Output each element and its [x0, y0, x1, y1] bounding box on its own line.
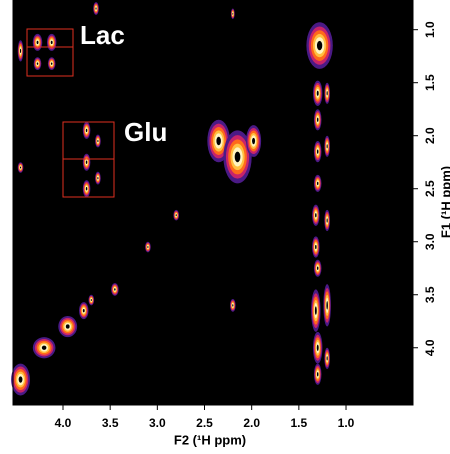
peak-contour: [316, 117, 319, 122]
y-tick-label: 4.0: [423, 339, 437, 356]
peak-contour: [314, 306, 317, 315]
peak-contour: [65, 324, 70, 329]
peak-contour: [85, 160, 88, 164]
x-tick-label: 3.0: [149, 416, 166, 430]
peak-contour: [216, 136, 221, 146]
peak-contour: [316, 149, 319, 154]
peak-contour: [315, 244, 317, 250]
y-tick-label: 3.0: [423, 233, 437, 250]
peak-contour: [316, 181, 319, 186]
x-tick-label: 1.5: [291, 416, 308, 430]
lac-box: [26, 28, 74, 77]
peak-contour: [234, 151, 241, 163]
peak-contour: [97, 139, 99, 143]
peak-contour: [90, 298, 92, 302]
x-tick-label: 2.0: [243, 416, 260, 430]
peak-contour: [19, 166, 22, 169]
y-tick-label: 1.5: [423, 74, 437, 91]
peak-contour: [316, 40, 323, 51]
x-tick-label: 2.5: [196, 416, 213, 430]
peak-contour: [232, 304, 234, 307]
y-tick-label: 3.5: [423, 286, 437, 303]
peak-contour: [316, 90, 319, 96]
peak-contour: [316, 372, 319, 377]
peak-contour: [50, 62, 53, 65]
peak-contour: [326, 356, 328, 361]
peak-contour: [326, 144, 328, 149]
peak-contour: [85, 187, 88, 191]
peak-contour: [175, 214, 177, 217]
peak-contour: [36, 62, 39, 65]
peak-contour: [19, 48, 22, 54]
peak-contour: [97, 176, 99, 180]
peak-contour: [232, 12, 234, 15]
y-tick-label: 1.0: [423, 21, 437, 38]
plot-area: [13, 0, 413, 405]
peak-contour: [252, 137, 256, 145]
peak-contour: [50, 40, 53, 45]
peak-contour: [82, 308, 85, 313]
peak-contour: [316, 344, 319, 351]
y-tick-label: 2.0: [423, 127, 437, 144]
peak-contour: [326, 218, 328, 223]
peak-contour: [95, 7, 97, 10]
y-tick-label: 2.5: [423, 180, 437, 197]
peak-contour: [85, 128, 88, 133]
peak-contour: [41, 345, 47, 350]
peak-contour: [315, 213, 317, 218]
x-tick-label: 1.0: [338, 416, 355, 430]
peak-contour: [326, 91, 328, 96]
annotation: Lac: [80, 20, 125, 50]
y-axis-label: F1 (¹H ppm): [438, 166, 450, 238]
peak-contour: [18, 376, 23, 383]
peak-contour: [114, 288, 116, 291]
peak-contour: [147, 245, 149, 249]
x-axis-label: F2 (¹H ppm): [174, 432, 246, 447]
frame: [12, 0, 414, 406]
peak-contour: [36, 40, 39, 45]
x-tick-label: 3.5: [102, 416, 119, 430]
peak-contour: [316, 266, 319, 270]
x-tick-label: 4.0: [55, 416, 72, 430]
contour-peaks: [11, 2, 333, 396]
peak-contour: [326, 301, 328, 310]
annotation: Glu: [124, 117, 167, 147]
